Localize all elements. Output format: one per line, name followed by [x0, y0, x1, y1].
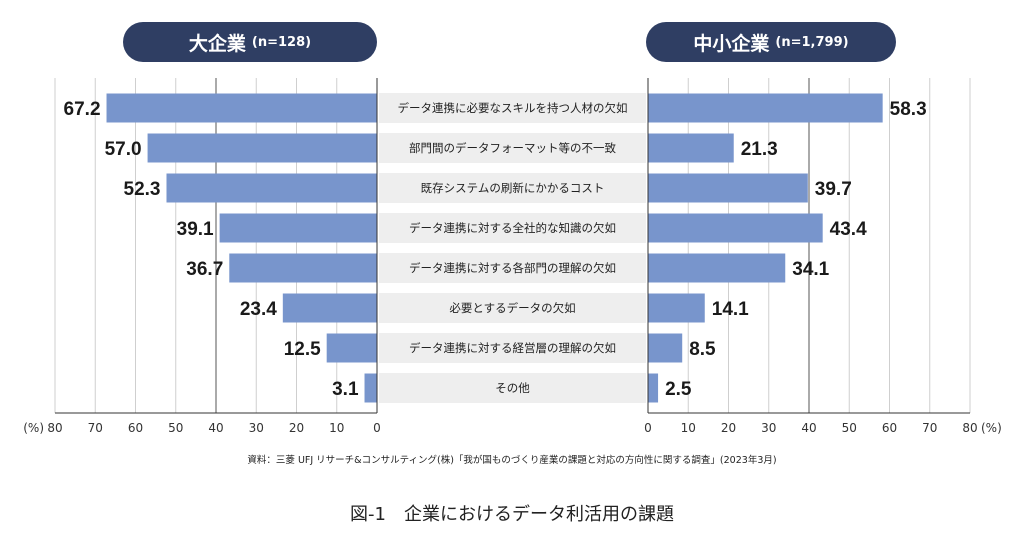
- right-value-label: 58.3: [890, 99, 927, 120]
- right-value-label: 34.1: [792, 259, 829, 280]
- right-bar: [648, 293, 705, 323]
- left-tick-label: 10: [329, 421, 344, 435]
- left-tick-label: 0: [373, 421, 381, 435]
- left-value-label: 67.2: [64, 99, 101, 120]
- category-band: [379, 373, 646, 403]
- left-tick-label: 70: [88, 421, 103, 435]
- right-tick-label: 0: [644, 421, 652, 435]
- right-bar: [648, 133, 734, 163]
- right-bar: [648, 93, 883, 123]
- category-label: 必要とするデータの欠如: [449, 301, 575, 315]
- right-tick-label: 20: [721, 421, 736, 435]
- category-label: 部門間のデータフォーマット等の不一致: [409, 141, 616, 155]
- right-bar: [648, 333, 683, 363]
- right-tick-label: 30: [761, 421, 776, 435]
- left-tick-label: 30: [249, 421, 264, 435]
- left-bar: [326, 333, 377, 363]
- right-tick-label: 60: [882, 421, 897, 435]
- category-band: [379, 293, 646, 323]
- left-value-label: 12.5: [284, 339, 321, 360]
- right-tick-label: 70: [922, 421, 937, 435]
- category-label: データ連携に対する全社的な知識の欠如: [409, 221, 616, 235]
- left-value-label: 36.7: [186, 259, 223, 280]
- category-label: データ連携に必要なスキルを持つ人材の欠如: [398, 101, 628, 115]
- category-band: [379, 173, 646, 203]
- left-value-label: 39.1: [177, 219, 214, 240]
- left-bar: [106, 93, 378, 123]
- figure-title: 図-1 企業におけるデータ利活用の課題: [350, 504, 674, 525]
- right-bar: [648, 373, 659, 403]
- category-label: データ連携に対する各部門の理解の欠如: [409, 261, 616, 275]
- right-unit-label: (%): [981, 421, 1002, 435]
- category-band: [379, 333, 646, 363]
- right-tick-label: 40: [801, 421, 816, 435]
- right-group-header: 中小企業 (n=1,799): [646, 22, 896, 62]
- right-value-label: 2.5: [665, 379, 692, 400]
- right-bar: [648, 253, 786, 283]
- left-value-label: 57.0: [105, 139, 142, 160]
- left-tick-label: 80: [47, 421, 62, 435]
- category-label: その他: [495, 381, 530, 395]
- right-value-label: 43.4: [830, 219, 867, 240]
- left-bar: [147, 133, 377, 163]
- right-group-name: 中小企業: [693, 32, 770, 55]
- right-tick-label: 10: [681, 421, 696, 435]
- category-band: [379, 93, 646, 123]
- left-tick-label: 60: [128, 421, 143, 435]
- category-band: [379, 133, 646, 163]
- left-bar: [229, 253, 377, 283]
- left-group-header: 大企業 (n=128): [123, 22, 377, 62]
- right-value-label: 14.1: [712, 299, 749, 320]
- left-tick-label: 20: [289, 421, 304, 435]
- left-value-label: 3.1: [332, 379, 359, 400]
- category-band: [379, 213, 646, 243]
- left-tick-label: 40: [208, 421, 223, 435]
- right-value-label: 8.5: [689, 339, 716, 360]
- right-tick-label: 80: [962, 421, 977, 435]
- left-group-n: (n=128): [251, 34, 312, 50]
- left-value-label: 52.3: [124, 179, 161, 200]
- left-value-label: 23.4: [240, 299, 277, 320]
- category-band: [379, 253, 646, 283]
- left-unit-label: (%): [23, 421, 44, 435]
- category-label: 既存システムの刷新にかかるコスト: [421, 181, 605, 195]
- right-value-label: 39.7: [815, 179, 852, 200]
- category-label: データ連携に対する経営層の理解の欠如: [409, 341, 616, 355]
- left-tick-label: 50: [168, 421, 183, 435]
- left-bar: [364, 373, 377, 403]
- right-value-label: 21.3: [741, 139, 778, 160]
- right-bar: [648, 173, 808, 203]
- right-tick-label: 50: [842, 421, 857, 435]
- left-group-name: 大企業: [188, 32, 246, 55]
- left-bar: [166, 173, 377, 203]
- butterfly-chart: データ連携に必要なスキルを持つ人材の欠如 67.2 58.3 部門間のデータフォーマッ…: [23, 78, 1002, 435]
- source-note: 資料：三菱 UFJ リサーチ&コンサルティング(株)「我が国ものづくり産業の課題…: [247, 455, 777, 466]
- left-bar: [219, 213, 377, 243]
- right-bar: [648, 213, 823, 243]
- left-bar: [282, 293, 377, 323]
- right-group-n: (n=1,799): [775, 34, 849, 50]
